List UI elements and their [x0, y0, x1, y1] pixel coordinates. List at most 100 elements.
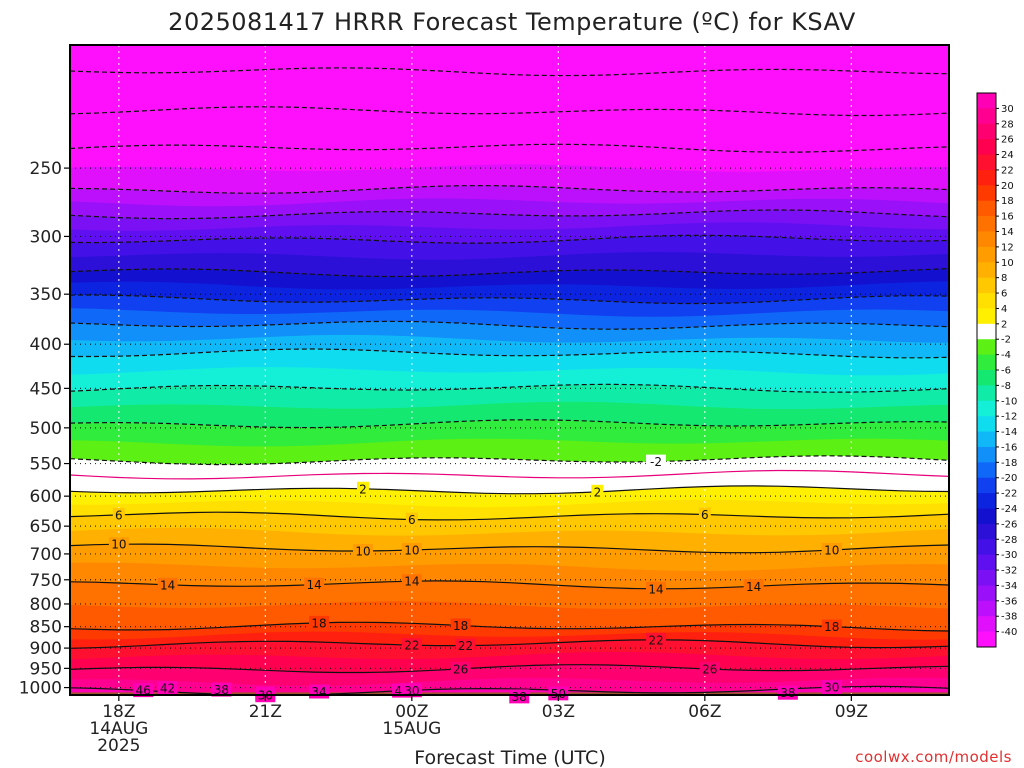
contour-label-bg: [646, 632, 666, 647]
contour-label-bg: [777, 685, 798, 700]
y-tick-label: 700: [30, 545, 62, 565]
colorbar-label: 18: [1001, 196, 1014, 207]
colorbar-swatch: [977, 185, 996, 202]
isotherm--50: [70, 67, 949, 77]
colorbar-label: 4: [1001, 304, 1007, 315]
colorbar-swatch: [977, 523, 996, 540]
y-tick-label: 250: [30, 159, 62, 179]
contour-label: 18: [311, 616, 326, 630]
colorbar-swatch: [977, 585, 996, 602]
isotherm-10: [70, 543, 949, 554]
colorbar-label: -6: [1001, 366, 1011, 377]
colorbar-label: 16: [1001, 212, 1014, 223]
colorbar-label: -2: [1001, 335, 1011, 346]
y-tick-label: 550: [30, 455, 62, 475]
colorbar-label: -34: [1001, 581, 1017, 592]
contour-label-bg: [401, 683, 422, 698]
y-tick-label: 900: [30, 639, 62, 659]
colorbar-swatch: [977, 400, 996, 417]
contour-label-bg: [699, 662, 720, 677]
colorbar-label: -30: [1001, 550, 1017, 561]
colorbar-label: 2: [1001, 319, 1007, 330]
contour-label: 10: [404, 544, 419, 558]
colorbar-label: -18: [1001, 458, 1017, 469]
isotherm-labels: 5050464642383838343430302626221814141410…: [108, 454, 842, 704]
colorbar-label: 6: [1001, 289, 1007, 300]
isotherm-2: [70, 485, 949, 495]
x-tick-label: 03Z: [542, 702, 575, 722]
colorbar-swatch: [977, 493, 996, 509]
colorbar-label: 22: [1001, 165, 1014, 176]
contour-label-bg: [304, 577, 325, 592]
colorbar-swatch: [977, 246, 996, 263]
colorbar-label: 20: [1001, 181, 1014, 192]
colorbar-label: -32: [1001, 566, 1017, 577]
contour-label-bg: [509, 689, 530, 704]
contour-label-bg: [455, 638, 476, 653]
colorbar-swatch: [977, 477, 996, 494]
isotherm--46: [70, 106, 949, 117]
credit-link[interactable]: coolwx.com/models: [855, 748, 1012, 766]
contour-label: 10: [355, 544, 370, 558]
colorbar-swatch: [977, 154, 996, 171]
x-tick-label: 00Z: [395, 702, 428, 722]
contour-label: 26: [702, 663, 717, 677]
contour-label: 2: [594, 485, 602, 499]
colorbar-label: -38: [1001, 612, 1017, 623]
contour-label-bg: [401, 543, 422, 558]
isotherm-0: [70, 469, 949, 480]
isotherm-22: [70, 639, 949, 649]
colorbar-swatch: [977, 446, 996, 463]
contour-label-bg: [821, 619, 842, 634]
colorbar-swatch: [977, 462, 996, 479]
colorbar-label: 26: [1001, 135, 1014, 146]
colorbar-swatch: [977, 554, 996, 571]
x-tick-label: 18Z: [102, 702, 135, 722]
contour-label: 50: [551, 687, 566, 701]
y-tick-label: 450: [30, 379, 62, 399]
contour-label: 38: [780, 686, 795, 700]
colorbar-swatch: [977, 385, 996, 402]
colorbar-label: 30: [1001, 104, 1014, 115]
y-tick-label: 950: [30, 659, 62, 679]
colorbar-swatch: [977, 308, 996, 325]
contour-label-bg: [309, 615, 330, 630]
isotherm--30: [70, 234, 949, 244]
colorbar-swatch: [977, 277, 996, 294]
isotherm-6: [70, 511, 949, 521]
colorbar-label: -26: [1001, 519, 1017, 530]
colorbar-swatch: [977, 262, 996, 279]
contour-label-bg: [108, 537, 129, 552]
x-tick-label: 15AUG: [382, 719, 441, 739]
colorbar-swatch: [977, 216, 996, 232]
colorbar-label: 28: [1001, 119, 1014, 130]
contour-label-bg: [401, 638, 422, 653]
colorbar: 30 28 26 24 22 20 18 16 14 12 10 8 6 4 2 -2 -4 -6 -8 -10 -12…: [976, 92, 1017, 648]
x-tick-label: 2025: [97, 736, 140, 756]
isotherm-18: [70, 621, 949, 632]
x-tick-label: 14AUG: [89, 719, 148, 739]
contour-label: 22: [404, 639, 419, 653]
y-tick-label: 350: [30, 285, 62, 305]
isotherm--34: [70, 209, 949, 220]
contour-label: 26: [453, 662, 468, 676]
contour-label: 38: [214, 683, 229, 697]
x-axis-label: Forecast Time (UTC): [414, 747, 605, 768]
colorbar-label: 14: [1001, 227, 1014, 238]
colorbar-label: 24: [1001, 150, 1014, 161]
colorbar-swatch: [977, 139, 996, 156]
temperature-bands: [70, 45, 949, 695]
colorbar-swatch: [977, 323, 996, 340]
colorbar-label: -16: [1001, 442, 1017, 453]
colorbar-swatch: [977, 370, 996, 386]
colorbar-swatch: [977, 600, 996, 617]
contour-label: 34: [311, 685, 326, 699]
isotherm-26: [70, 664, 949, 674]
contour-label: 10: [111, 538, 126, 552]
colorbar-label: 12: [1001, 242, 1014, 253]
y-tick-label: 850: [30, 618, 62, 638]
y-tick-label: 400: [30, 335, 62, 355]
contour-label-bg: [591, 484, 604, 499]
contour-label-bg: [743, 579, 764, 594]
